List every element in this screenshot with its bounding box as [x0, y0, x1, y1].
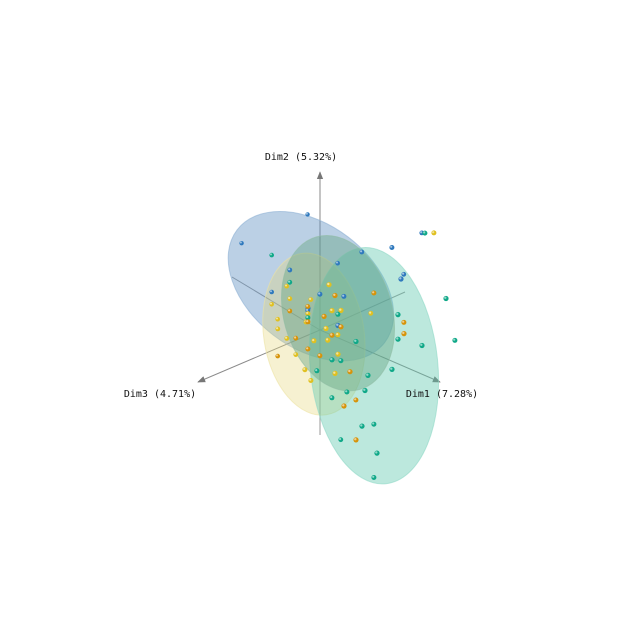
point-teal — [419, 342, 425, 349]
point-yellow — [302, 367, 308, 373]
point-yellow — [332, 370, 338, 376]
point-yellow — [325, 337, 331, 343]
point-blue — [341, 293, 347, 299]
point-orange — [353, 437, 359, 443]
point-orange — [305, 304, 311, 309]
point-yellow — [431, 230, 437, 236]
point-orange — [317, 353, 323, 359]
point-yellow — [275, 316, 281, 322]
point-yellow — [284, 283, 290, 289]
point-blue — [359, 249, 365, 255]
point-yellow — [269, 302, 275, 307]
point-blue — [317, 291, 323, 297]
point-teal — [374, 450, 380, 456]
point-teal — [269, 252, 275, 258]
axis-label-dim3: Dim3 (4.71%) — [124, 389, 196, 400]
point-orange — [305, 319, 311, 325]
point-blue — [269, 289, 275, 295]
point-yellow — [284, 336, 290, 341]
point-teal — [443, 295, 449, 302]
point-teal — [389, 366, 395, 372]
point-teal — [329, 357, 335, 363]
point-blue — [239, 241, 244, 246]
point-blue — [305, 212, 310, 217]
point-teal — [371, 421, 377, 427]
point-teal — [362, 387, 368, 394]
axis-dim1-line — [319, 329, 441, 383]
axis-label-dim1: Dim1 (7.28%) — [406, 389, 478, 400]
confidence-ellipsoids — [227, 211, 440, 485]
point-yellow — [326, 282, 332, 288]
point-teal — [287, 279, 293, 285]
point-teal — [338, 358, 344, 364]
axis-labels: Dim2 (5.32%) Dim3 (4.71%) Dim1 (7.28%) — [124, 152, 478, 400]
point-yellow — [275, 326, 281, 332]
point-yellow — [308, 378, 314, 383]
point-orange — [401, 331, 407, 337]
point-teal — [305, 315, 311, 321]
point-yellow — [338, 307, 344, 313]
point-orange — [293, 335, 299, 341]
point-yellow — [335, 351, 341, 357]
point-orange — [371, 290, 377, 296]
point-yellow — [335, 332, 341, 338]
axis-label-dim2: Dim2 (5.32%) — [265, 152, 337, 163]
point-teal — [329, 395, 335, 401]
axis-dim3-negative-line — [319, 291, 406, 331]
point-teal — [314, 368, 320, 374]
point-teal — [353, 338, 359, 345]
point-orange — [332, 292, 338, 299]
data-points — [239, 212, 458, 480]
point-orange — [347, 369, 353, 375]
point-orange — [305, 346, 311, 352]
point-orange — [329, 332, 335, 338]
point-teal — [338, 437, 344, 443]
ellipsoid-blue — [227, 211, 395, 362]
point-orange — [401, 319, 407, 325]
point-orange — [353, 397, 359, 403]
point-teal — [371, 475, 377, 480]
point-orange — [338, 324, 344, 330]
point-blue — [398, 276, 404, 282]
point-teal — [344, 389, 350, 395]
point-blue — [287, 267, 293, 273]
point-orange — [287, 308, 293, 314]
point-teal — [422, 230, 428, 236]
point-orange — [321, 313, 327, 319]
point-blue — [335, 260, 341, 266]
ellipsoid-yellow — [262, 252, 366, 416]
point-blue — [401, 271, 407, 277]
point-yellow — [368, 310, 374, 316]
point-yellow — [308, 297, 314, 302]
point-orange — [275, 353, 281, 359]
point-teal — [395, 312, 401, 318]
point-yellow — [323, 325, 329, 332]
point-teal — [335, 311, 341, 317]
point-yellow — [287, 296, 293, 302]
axis-dim3-line — [197, 329, 321, 383]
point-yellow — [293, 352, 299, 357]
point-teal — [359, 423, 365, 429]
point-teal — [452, 337, 458, 343]
point-yellow — [329, 308, 335, 314]
point-orange — [341, 403, 347, 409]
point-blue — [389, 245, 395, 250]
point-teal — [395, 336, 401, 342]
point-yellow — [311, 338, 317, 344]
point-yellow — [305, 311, 311, 317]
point-teal — [365, 372, 371, 378]
